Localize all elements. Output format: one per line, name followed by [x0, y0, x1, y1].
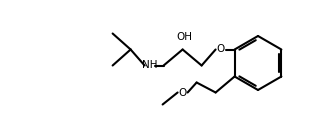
Text: OH: OH — [177, 33, 193, 43]
Text: NH: NH — [142, 60, 157, 71]
Text: O: O — [179, 87, 187, 98]
Text: O: O — [217, 44, 225, 55]
